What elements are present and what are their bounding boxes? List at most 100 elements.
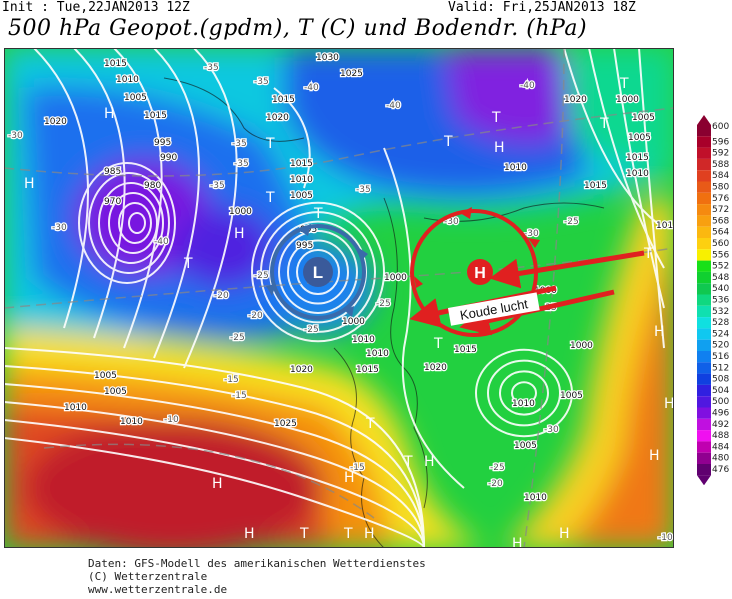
isobar-label: 1005 — [94, 371, 117, 381]
isobar-label: 1010 — [116, 75, 139, 85]
legend-swatch — [697, 226, 711, 238]
system-label: H — [364, 526, 375, 542]
legend-swatch — [697, 125, 711, 137]
legend-swatch — [697, 158, 711, 171]
isobar-line — [278, 230, 359, 314]
legend-swatch — [697, 452, 711, 464]
system-label: H — [654, 324, 665, 340]
system-label: H — [344, 470, 355, 486]
chart-title: 500 hPa Geopot.(gpdm), T (C) und Bodendr… — [8, 16, 588, 41]
isobar-label: 1010 — [512, 399, 535, 409]
isobar-label: 1020 — [44, 117, 67, 127]
isotherm-label: -25 — [564, 217, 579, 227]
system-label: H — [234, 226, 245, 242]
isobar-line — [4, 365, 425, 548]
legend-label: 484 — [712, 442, 729, 452]
map-labels: 1015101010051020995990985980970103010251… — [7, 52, 674, 548]
legend-label: 504 — [712, 386, 729, 396]
isobar-label: 1000 — [229, 207, 252, 217]
legend-label: 516 — [712, 352, 729, 362]
legend-label: 536 — [712, 296, 729, 306]
high-label: H — [474, 265, 486, 282]
isobar-label: 1020 — [564, 95, 587, 105]
system-label: H — [559, 526, 570, 542]
legend-swatch — [697, 238, 711, 250]
low-circulation-arrows — [266, 224, 368, 317]
isotherm-label: -30 — [524, 229, 539, 239]
legend-swatch — [697, 407, 711, 419]
isotherm-label: -25 — [376, 299, 391, 309]
legend-swatch — [697, 441, 711, 453]
legend-label: 480 — [712, 454, 729, 464]
legend-label: 528 — [712, 318, 729, 328]
system-label: T — [643, 246, 653, 262]
isobar-label: 1010 — [120, 417, 143, 427]
isobar-label: 1010 — [626, 169, 649, 179]
isotherm-label: -35 — [356, 185, 371, 195]
legend-label: 548 — [712, 273, 729, 283]
legend-label: 508 — [712, 375, 729, 385]
isobar-line — [260, 211, 377, 333]
isobar-label: 1010 — [352, 335, 375, 345]
legend-label: 524 — [712, 329, 729, 339]
isobar-line — [4, 437, 425, 548]
legend-label: 520 — [712, 341, 729, 351]
legend-swatch — [697, 328, 711, 340]
isobar-label: 1005 — [632, 113, 655, 123]
isobar-label: 1005 — [104, 387, 127, 397]
legend-swatch — [697, 271, 711, 284]
isobar-line — [153, 48, 200, 359]
system-label: T — [299, 526, 309, 542]
legend-label: 496 — [712, 409, 729, 419]
isotherm-label: -40 — [154, 237, 169, 247]
system-label: T — [403, 454, 413, 470]
isotherm-label: -35 — [210, 181, 225, 191]
isobar-line — [383, 147, 465, 489]
isotherm-label: -40 — [386, 101, 401, 111]
legend-label: 512 — [712, 363, 729, 373]
system-label: H — [244, 526, 255, 542]
isotherm-label: -30 — [544, 425, 559, 435]
legend-label: 600 — [712, 122, 729, 132]
color-field: 1015101010051020995990985980970103010251… — [4, 48, 674, 548]
legend-swatch — [697, 373, 711, 385]
legend-swatch — [697, 362, 711, 374]
legend-swatch — [697, 384, 711, 397]
legend-swatch — [697, 181, 711, 193]
legend-label: 572 — [712, 205, 729, 215]
isobar-label: 995 — [154, 138, 171, 148]
website-link[interactable]: www.wetterzentrale.de — [88, 583, 228, 596]
legend-swatch — [697, 170, 711, 182]
isobar-label: 1005 — [124, 93, 147, 103]
isotherm-label: -35 — [232, 139, 247, 149]
weather-map: 1015101010051020995990985980970103010251… — [4, 48, 674, 548]
legend-swatch — [697, 283, 711, 295]
isobar-label: 1015 — [144, 111, 167, 121]
legend-swatch — [697, 204, 711, 216]
isobar-line — [563, 48, 665, 229]
system-label: H — [494, 140, 505, 156]
data-source: Daten: GFS-Modell des amerikanischen Wet… — [88, 557, 426, 570]
legend-label: 568 — [712, 216, 729, 226]
isotherm-label: -25 — [230, 333, 245, 343]
low-circulation-ring — [270, 224, 366, 320]
system-label: H — [664, 396, 674, 412]
legend-swatch — [697, 339, 711, 351]
legend-label: 532 — [712, 307, 729, 317]
isobar-label: 995 — [296, 241, 313, 251]
isotherm-label: -40 — [520, 81, 535, 91]
isobar-label: 1010 — [524, 493, 547, 503]
isobar-label: 990 — [160, 153, 177, 163]
isotherm-label: -20 — [214, 291, 229, 301]
isobar-label: 1020 — [266, 113, 289, 123]
legend-label: 596 — [712, 137, 729, 147]
isotherm-line — [4, 107, 674, 177]
isobar-label: 1015 — [584, 181, 607, 191]
isobar-line — [128, 212, 147, 234]
system-label: T — [365, 416, 375, 432]
isobar-label: 1020 — [424, 363, 447, 373]
system-label: H — [104, 106, 115, 122]
legend-swatch — [697, 294, 711, 306]
system-label: T — [183, 256, 193, 272]
isotherm-label: -25 — [490, 463, 505, 473]
